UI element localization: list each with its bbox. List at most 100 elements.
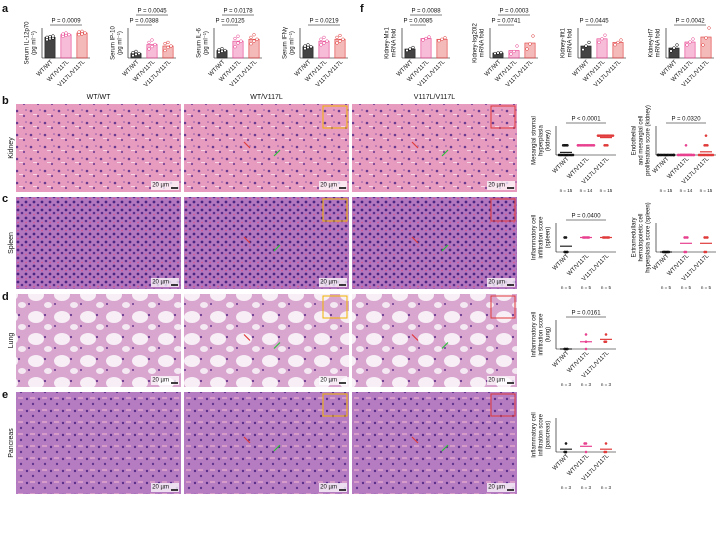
n-label: n = 3 [601, 382, 612, 387]
data-point [587, 236, 591, 239]
data-point [496, 51, 500, 55]
arrow [411, 236, 419, 244]
data-point [217, 48, 221, 52]
bar [700, 36, 712, 59]
data-point [255, 37, 259, 41]
scale-bar-label: 20 µm [152, 280, 169, 286]
arrow [243, 141, 251, 149]
scale-bar-box [151, 181, 179, 190]
data-point [566, 347, 569, 351]
histology-image [16, 294, 181, 387]
data-point [77, 33, 81, 37]
data-point [566, 143, 569, 147]
arrow [273, 149, 281, 157]
data-point [341, 37, 345, 41]
scale-bar-box [487, 181, 515, 190]
data-point [322, 41, 326, 45]
data-point [437, 39, 441, 43]
scale-bar-box [151, 278, 179, 287]
bar [60, 34, 72, 59]
data-point [656, 153, 660, 157]
arrow [411, 334, 419, 341]
data-point [443, 36, 447, 40]
data-point [411, 45, 415, 50]
scale-bar-label: 20 µm [320, 183, 337, 189]
data-point [131, 53, 135, 58]
data-point [676, 153, 680, 157]
n-label: n = 3 [581, 382, 592, 387]
column-header: WT/V117L [250, 94, 283, 101]
n-label: n = 3 [561, 382, 572, 387]
data-point [684, 143, 688, 147]
data-point [325, 39, 329, 43]
y-axis-label: and mesangial cell [639, 116, 645, 166]
y-axis-label: Extramedullary [632, 217, 638, 257]
panel-letter: b [2, 95, 9, 107]
p-value: P < 0.0001 [571, 117, 601, 123]
data-point [163, 48, 167, 53]
data-point [686, 236, 689, 239]
n-label: n = 14 [580, 188, 593, 193]
p-value: P = 0.0003 [499, 9, 529, 15]
data-point [581, 236, 585, 239]
scale-bar-box [487, 278, 515, 287]
data-point [421, 38, 425, 42]
inset [322, 393, 348, 417]
p-value: P = 0.0161 [571, 311, 601, 317]
scale-bar-box [319, 181, 347, 190]
tissue-label: Lung [8, 333, 15, 349]
histology-image [184, 104, 349, 192]
data-point [169, 44, 173, 48]
histology-image [184, 392, 349, 494]
data-point [561, 143, 565, 147]
data-point [592, 143, 596, 147]
data-point [597, 40, 601, 45]
y-axis-label: hyperplasia [539, 124, 545, 155]
scale-bar-box [319, 376, 347, 385]
y-axis-label: mRNA fold [568, 29, 574, 58]
data-point [137, 51, 141, 56]
arrow [441, 342, 449, 349]
n-label: n = 3 [561, 485, 572, 490]
data-point [77, 30, 81, 34]
data-point [440, 37, 444, 41]
scale-bar-label: 20 µm [488, 378, 505, 384]
data-point [613, 43, 617, 47]
y-axis-label: Serum IP-10 [111, 26, 117, 60]
data-point [566, 250, 569, 254]
data-point [306, 43, 310, 47]
scale-bar-box [487, 376, 515, 385]
data-point [134, 52, 138, 57]
p-value: P = 0.0388 [129, 19, 159, 25]
data-point [309, 45, 313, 49]
scale-bar-label: 20 µm [320, 485, 337, 491]
p-value: P = 0.0125 [215, 19, 245, 25]
y-axis-label: Mesangial stromal [532, 116, 538, 165]
bar [232, 40, 244, 59]
data-point [603, 33, 607, 37]
data-point [236, 34, 240, 38]
data-point [571, 153, 575, 157]
data-point [584, 450, 588, 454]
data-point [563, 250, 566, 254]
column-header: WT/WT [87, 94, 111, 101]
histology-image [352, 197, 517, 289]
y-axis-label: (pancreas) [546, 421, 552, 450]
histology-image [16, 392, 181, 494]
y-axis-label: Inflammatory cell [532, 312, 538, 357]
data-point [691, 37, 695, 41]
data-point [611, 134, 615, 138]
y-axis-label: Serum IL-6 [197, 28, 203, 58]
data-point [669, 49, 673, 53]
scale-bar-label: 20 µm [152, 183, 169, 189]
p-value: P = 0.0009 [51, 19, 81, 25]
y-axis-label: hematopoietic cell [639, 213, 645, 261]
data-point [596, 134, 600, 138]
n-label: n = 5 [701, 285, 712, 290]
data-point [220, 46, 224, 51]
y-axis-label: (pg ml⁻¹) [32, 31, 38, 55]
data-point [163, 41, 167, 46]
data-point [427, 35, 431, 39]
n-label: n = 5 [601, 285, 612, 290]
data-point [322, 35, 326, 40]
